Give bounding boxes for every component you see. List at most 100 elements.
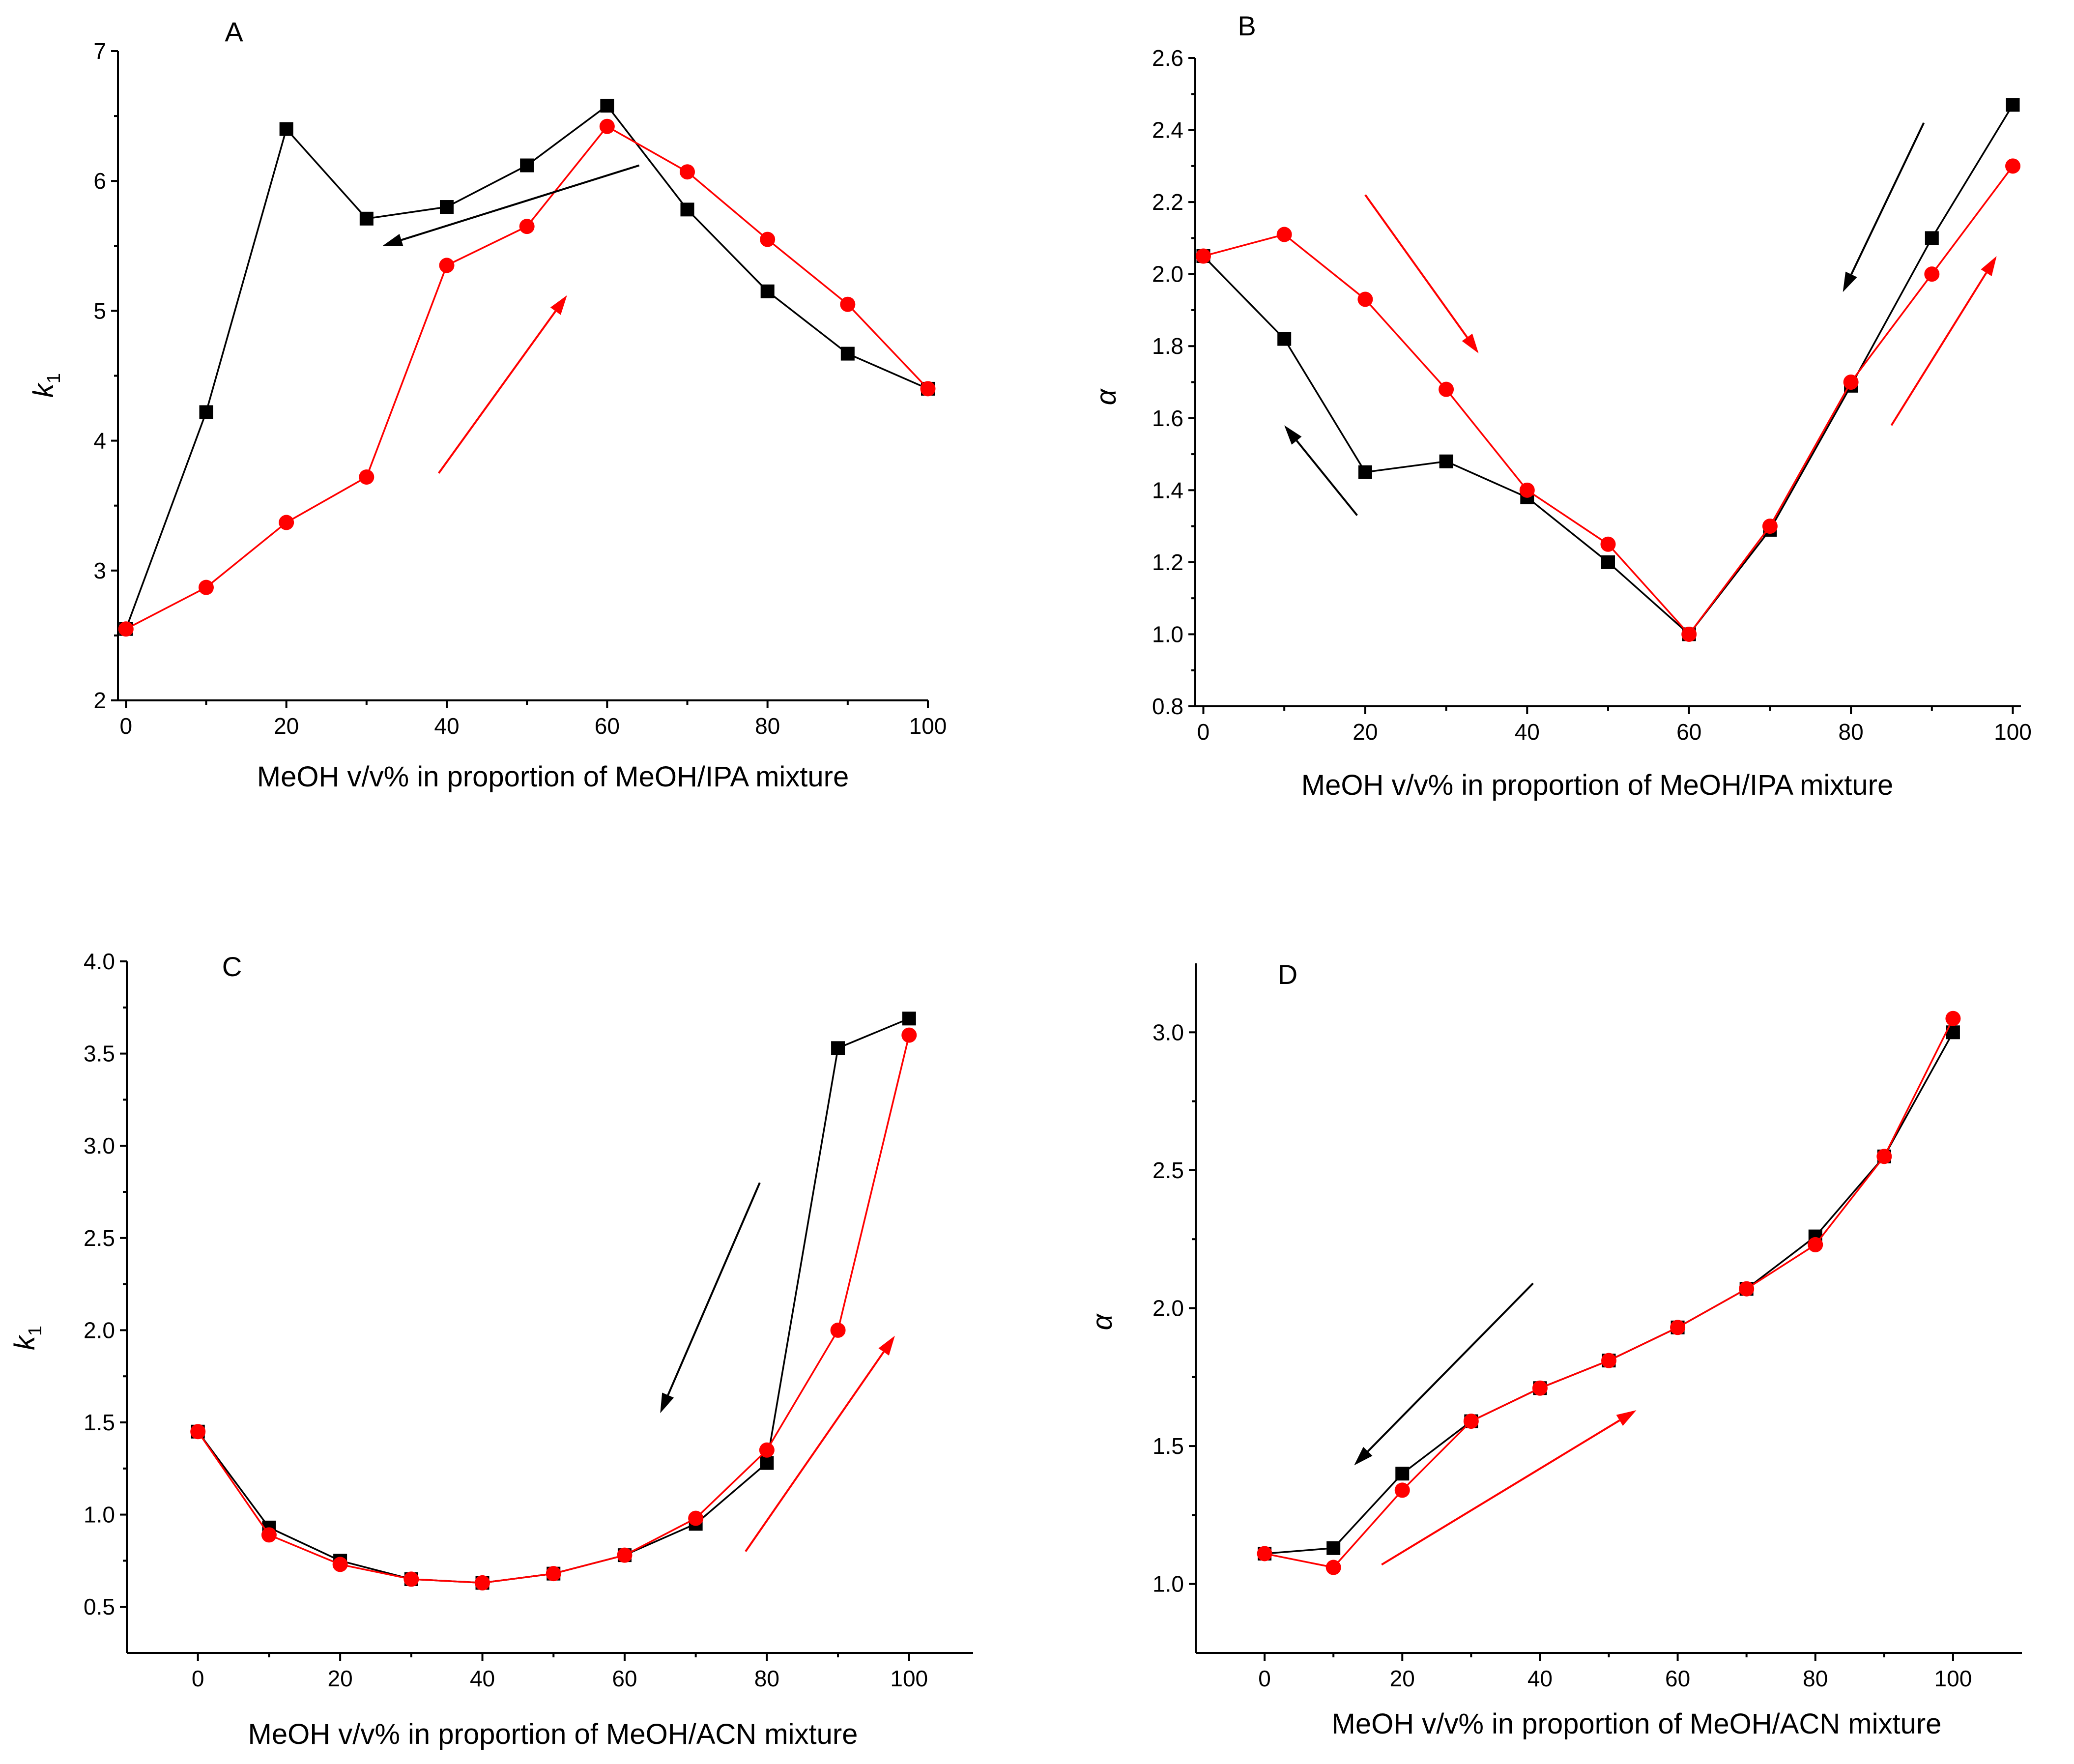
x-tick-label-a: 40 — [434, 713, 459, 739]
x-tick-label-d: 0 — [1258, 1666, 1271, 1691]
data-point-circle-a — [760, 231, 776, 247]
trend-arrow-c-2-head — [878, 1335, 895, 1356]
data-point-circle-b — [1195, 248, 1211, 264]
data-point-circle-c — [759, 1442, 775, 1458]
x-tick-label-b: 60 — [1676, 719, 1701, 745]
data-point-circle-c — [830, 1322, 846, 1338]
y-tick-label-b: 2.2 — [1152, 189, 1183, 215]
data-point-square-a — [600, 98, 614, 113]
x-tick-label-b: 100 — [1994, 719, 2032, 745]
x-tick-label-a: 20 — [274, 713, 299, 739]
data-point-square-c — [760, 1456, 774, 1470]
trend-arrow-b-1-head — [1462, 333, 1479, 353]
trend-arrow-b-4-head — [1981, 256, 1997, 276]
y-tick-label-a: 4 — [93, 428, 106, 454]
x-axis-title-a: MeOH v/v% in proportion of MeOH/IPA mixt… — [257, 761, 849, 793]
x-axis-title-d: MeOH v/v% in proportion of MeOH/ACN mixt… — [1332, 1708, 1942, 1740]
x-tick-label-c: 100 — [890, 1666, 928, 1691]
y-tick-label-a: 2 — [93, 688, 106, 713]
trend-arrow-a-1-shaft — [401, 164, 640, 241]
x-tick-label-c: 40 — [470, 1666, 495, 1691]
x-tick-label-d: 60 — [1665, 1666, 1690, 1691]
x-tick-label-b: 20 — [1353, 719, 1378, 745]
y-tick-label-c: 1.0 — [84, 1502, 115, 1528]
panel-a: A MeOH v/v% in proportion of MeOH/IPA mi… — [28, 16, 947, 793]
trend-arrow-c-2-shaft — [745, 1351, 885, 1552]
data-point-circle-d — [1808, 1237, 1823, 1252]
data-point-circle-d — [1670, 1320, 1686, 1335]
x-tick-label-a: 60 — [595, 713, 620, 739]
x-tick-label-c: 20 — [328, 1666, 353, 1691]
y-tick-label-c: 0.5 — [84, 1594, 115, 1619]
data-point-circle-a — [679, 164, 695, 180]
y-tick-label-b: 2.6 — [1152, 45, 1183, 71]
data-point-circle-d — [1876, 1149, 1892, 1164]
x-tick-label-d: 80 — [1803, 1666, 1828, 1691]
trend-arrow-b-1-shaft — [1364, 194, 1468, 338]
x-tick-label-a: 0 — [120, 713, 133, 739]
data-point-square-b — [2006, 98, 2020, 112]
data-point-circle-a — [920, 381, 936, 397]
data-point-square-a — [680, 202, 694, 217]
trend-arrow-d-2-head — [1616, 1410, 1637, 1426]
data-point-square-b — [1601, 555, 1615, 569]
x-tick-label-c: 60 — [612, 1666, 637, 1691]
panel-c: C MeOH v/v% in proportion of MeOH/ACN mi… — [9, 949, 973, 1750]
trend-arrow-d-1-head — [1354, 1446, 1373, 1466]
data-point-circle-a — [599, 118, 615, 134]
trend-arrow-a-2-shaft — [438, 310, 556, 474]
trend-arrow-a-1-head — [382, 233, 403, 246]
data-point-square-a — [520, 158, 534, 173]
data-point-circle-b — [1276, 227, 1292, 242]
data-point-square-c — [902, 1012, 916, 1026]
y-axis-title-d: α — [1086, 1313, 1118, 1330]
y-axis-title-b: α — [1090, 388, 1122, 405]
data-point-circle-d — [1739, 1281, 1755, 1297]
data-point-circle-a — [359, 469, 374, 485]
y-tick-label-d: 3.0 — [1152, 1019, 1184, 1045]
data-point-circle-a — [439, 258, 455, 273]
data-point-circle-c — [403, 1571, 419, 1587]
data-point-circle-c — [332, 1557, 348, 1572]
trend-arrow-b-4-shaft — [1890, 272, 1988, 426]
y-tick-label-a: 7 — [93, 38, 106, 64]
trend-arrow-d-2-shaft — [1381, 1419, 1620, 1566]
data-point-circle-d — [1463, 1414, 1479, 1429]
y-tick-label-b: 1.6 — [1152, 405, 1183, 431]
data-point-square-a — [840, 347, 855, 361]
data-point-square-a — [199, 405, 213, 419]
data-point-circle-b — [1762, 519, 1778, 534]
data-point-circle-a — [840, 296, 856, 312]
x-tick-label-c: 80 — [754, 1666, 779, 1691]
data-point-circle-c — [261, 1527, 277, 1543]
data-point-circle-c — [190, 1424, 206, 1440]
data-point-square-c — [831, 1041, 845, 1055]
data-point-square-b — [1439, 454, 1453, 468]
panel-b: B MeOH v/v% in proportion of MeOH/IPA mi… — [1090, 10, 2032, 801]
y-tick-label-b: 0.8 — [1152, 694, 1183, 719]
panel-letter-a: A — [225, 16, 243, 47]
data-point-circle-d — [1325, 1560, 1341, 1575]
y-tick-label-a: 6 — [93, 168, 106, 194]
y-tick-label-a: 5 — [93, 298, 106, 323]
data-point-square-a — [760, 284, 775, 298]
y-tick-label-b: 1.0 — [1152, 621, 1183, 647]
data-point-square-d — [1395, 1467, 1410, 1481]
data-point-circle-c — [546, 1566, 561, 1582]
x-tick-label-b: 40 — [1515, 719, 1540, 745]
y-tick-label-c: 3.5 — [84, 1041, 115, 1067]
x-axis-title-b: MeOH v/v% in proportion of MeOH/IPA mixt… — [1301, 769, 1893, 801]
data-point-circle-d — [1532, 1380, 1548, 1396]
data-point-circle-a — [279, 515, 294, 530]
trend-arrow-a-2-head — [550, 295, 567, 315]
y-tick-label-c: 4.0 — [84, 949, 115, 974]
panel-d: D MeOH v/v% in proportion of MeOH/ACN mi… — [1086, 959, 2022, 1740]
trend-arrow-b-2-shaft — [1296, 440, 1358, 516]
data-point-circle-b — [1519, 482, 1535, 498]
y-tick-label-c: 3.0 — [84, 1133, 115, 1158]
data-point-square-a — [279, 122, 293, 136]
data-point-circle-d — [1945, 1011, 1961, 1026]
y-axis-title-c: k1 — [9, 1326, 46, 1350]
y-tick-label-a: 3 — [93, 558, 106, 583]
data-point-circle-b — [1924, 266, 1940, 282]
